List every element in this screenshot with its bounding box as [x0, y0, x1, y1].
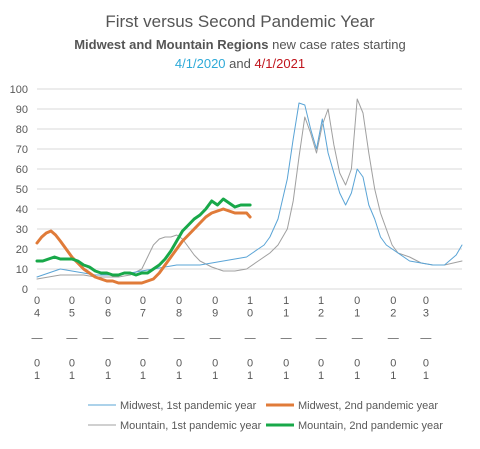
chart-subtitle: Midwest and Mountain Regions new case ra… [74, 37, 406, 52]
y-tick-label: 80 [16, 124, 28, 136]
x-tick-label: 1 [69, 370, 75, 382]
y-tick-label: 10 [16, 264, 28, 276]
x-tick-label: 1 [318, 370, 324, 382]
x-tick-label: 0 [140, 295, 146, 307]
x-tick-label: 1 [247, 370, 253, 382]
x-tick-label: 0 [34, 295, 40, 307]
x-tick-label: 0 [247, 308, 253, 320]
x-tick-label: 0 [69, 358, 75, 370]
x-tick-label: 9 [212, 308, 218, 320]
x-tick-label: 5 [69, 308, 75, 320]
x-tick-label: — [174, 333, 185, 345]
x-tick-label: — [137, 333, 148, 345]
x-tick-label: 0 [283, 358, 289, 370]
x-tick-label: 0 [318, 358, 324, 370]
x-tick-label: 0 [354, 358, 360, 370]
subtitle-rest: new case rates starting [268, 37, 405, 52]
x-tick-label: 0 [423, 295, 429, 307]
y-tick-label: 90 [16, 104, 28, 116]
legend-label: Mountain, 1st pandemic year [120, 420, 262, 432]
legend-label: Midwest, 2nd pandemic year [298, 400, 438, 412]
y-tick-label: 70 [16, 144, 28, 156]
x-tick-label: 1 [318, 295, 324, 307]
y-tick-label: 60 [16, 164, 28, 176]
x-tick-label: 1 [247, 295, 253, 307]
x-tick-label: 0 [390, 358, 396, 370]
x-tick-label: 7 [140, 308, 146, 320]
x-tick-label: — [281, 333, 292, 345]
x-tick-label: 1 [283, 308, 289, 320]
x-tick-label: — [420, 333, 431, 345]
chart-subtitle-dates: 4/1/2020 and 4/1/2021 [175, 56, 305, 71]
series-lines [35, 98, 463, 285]
x-tick-label: 2 [390, 308, 396, 320]
subtitle-date-first: 4/1/2020 [175, 56, 226, 71]
x-tick-label: 1 [390, 370, 396, 382]
x-tick-label: 1 [212, 370, 218, 382]
x-tick-label: 0 [105, 358, 111, 370]
x-tick-label: — [352, 333, 363, 345]
y-tick-label: 100 [10, 84, 28, 96]
x-tick-label: — [210, 333, 221, 345]
x-tick-label: 1 [354, 370, 360, 382]
x-tick-label: — [388, 333, 399, 345]
y-axis: 0 10 20 30 40 50 60 70 80 90 100 [10, 84, 28, 296]
y-tick-label: 50 [16, 184, 28, 196]
x-tick-label: 0 [34, 358, 40, 370]
subtitle-regions: Midwest and Mountain Regions [74, 37, 268, 52]
x-tick-label: 3 [423, 308, 429, 320]
x-tick-label: 6 [105, 308, 111, 320]
legend-label: Mountain, 2nd pandemic year [298, 420, 443, 432]
x-tick-label: 2 [318, 308, 324, 320]
chart-title: First versus Second Pandemic Year [105, 12, 375, 31]
x-tick-label: 1 [105, 370, 111, 382]
subtitle-and: and [226, 56, 255, 71]
x-axis: 04—0105—0106—0107—0108—0109—0110—0111—01… [32, 295, 432, 382]
subtitle-date-second: 4/1/2021 [254, 56, 305, 71]
x-tick-label: 1 [34, 370, 40, 382]
series-line-4 [35, 197, 252, 277]
legend: Midwest, 1st pandemic year Midwest, 2nd p… [88, 400, 443, 432]
y-tick-label: 0 [22, 284, 28, 296]
x-tick-label: 1 [423, 370, 429, 382]
x-tick-label: 0 [354, 295, 360, 307]
x-tick-label: 0 [176, 358, 182, 370]
x-tick-label: 0 [176, 295, 182, 307]
x-tick-label: 1 [283, 295, 289, 307]
x-tick-label: 1 [283, 370, 289, 382]
x-tick-label: 0 [247, 358, 253, 370]
x-tick-label: 1 [354, 308, 360, 320]
x-tick-label: — [103, 333, 114, 345]
x-tick-label: 1 [176, 370, 182, 382]
x-tick-label: 0 [212, 358, 218, 370]
grid [37, 88, 462, 290]
x-tick-label: 0 [140, 358, 146, 370]
x-tick-label: 8 [176, 308, 182, 320]
x-tick-label: — [32, 333, 43, 345]
x-tick-label: 0 [423, 358, 429, 370]
x-tick-label: 1 [140, 370, 146, 382]
y-tick-label: 40 [16, 204, 28, 216]
x-tick-label: — [316, 333, 327, 345]
series-line-3 [35, 207, 252, 285]
legend-label: Midwest, 1st pandemic year [120, 400, 257, 412]
y-tick-label: 30 [16, 224, 28, 236]
x-tick-label: 0 [390, 295, 396, 307]
x-tick-label: 0 [212, 295, 218, 307]
y-tick-label: 20 [16, 244, 28, 256]
x-tick-label: 4 [34, 308, 40, 320]
x-tick-label: — [245, 333, 256, 345]
x-tick-label: 0 [105, 295, 111, 307]
x-tick-label: 0 [69, 295, 75, 307]
x-tick-label: — [66, 333, 77, 345]
